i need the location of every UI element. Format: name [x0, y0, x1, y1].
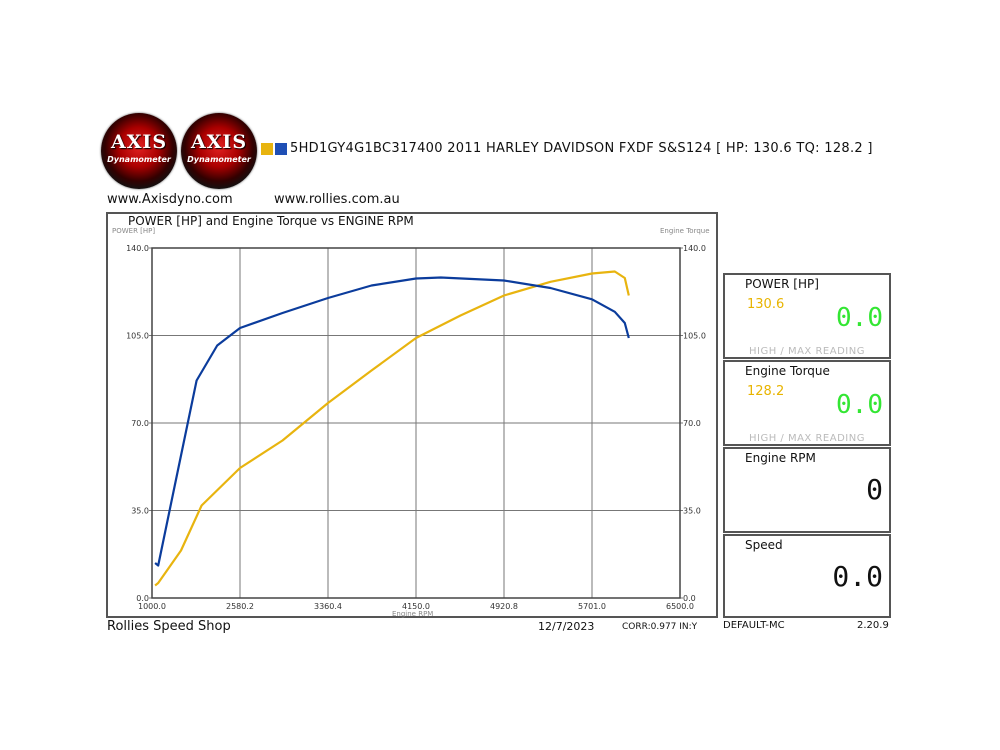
- torque-caption: HIGH / MAX READING: [749, 433, 865, 444]
- x-tick-label: 3360.4: [314, 602, 342, 611]
- correction: CORR:0.977 IN:Y: [622, 622, 698, 632]
- axis-url: www.Axisdyno.com: [107, 192, 233, 207]
- torque-max: 128.2: [747, 384, 785, 399]
- rpm-panel: Engine RPM 0: [723, 447, 891, 533]
- legend-swatch-power: [261, 143, 273, 155]
- version: 2.20.9: [857, 620, 889, 631]
- power-current: 0.0: [836, 303, 883, 333]
- legend-swatch-torque: [275, 143, 287, 155]
- chart-title: POWER [HP] and Engine Torque vs ENGINE R…: [128, 214, 414, 228]
- y-tick-label-right: 35.0: [683, 507, 701, 516]
- speed-panel: Speed 0.0: [723, 534, 891, 618]
- x-axis-label: Engine RPM: [392, 610, 434, 618]
- speed-panel-title: Speed: [745, 538, 783, 552]
- torque-panel: Engine Torque 128.2 0.0 HIGH / MAX READI…: [723, 360, 891, 446]
- power-caption: HIGH / MAX READING: [749, 346, 865, 357]
- y-tick-label-left: 0.0: [136, 594, 149, 603]
- axis-logo-2: AXIS Dynamometer: [181, 113, 257, 189]
- x-tick-label: 4150.0: [402, 602, 430, 611]
- torque-curve: [154, 276, 630, 567]
- power-panel: POWER [HP] 130.6 0.0 HIGH / MAX READING: [723, 273, 891, 359]
- rollies-url: www.rollies.com.au: [274, 192, 400, 207]
- y-tick-label-right: 140.0: [683, 244, 706, 253]
- x-tick-label: 2580.2: [226, 602, 254, 611]
- power-panel-title: POWER [HP]: [745, 277, 819, 291]
- profile: DEFAULT-MC: [723, 620, 785, 631]
- y-tick-label-right: 0.0: [683, 594, 696, 603]
- y-axis-label-left: POWER [HP]: [112, 227, 156, 235]
- run-date: 12/7/2023: [538, 620, 595, 633]
- rpm-value: 0: [866, 473, 883, 506]
- shop-name: Rollies Speed Shop: [107, 619, 231, 634]
- torque-panel-title: Engine Torque: [745, 364, 830, 378]
- y-tick-label-right: 105.0: [683, 332, 706, 341]
- y-tick-label-left: 35.0: [131, 507, 149, 516]
- speed-value: 0.0: [832, 560, 883, 593]
- x-tick-label: 6500.0: [666, 602, 694, 611]
- y-tick-label-left: 140.0: [126, 244, 149, 253]
- x-tick-label: 4920.8: [490, 602, 518, 611]
- chart-frame: [106, 212, 718, 618]
- rpm-panel-title: Engine RPM: [745, 451, 816, 465]
- plot-area: [151, 247, 681, 599]
- y-axis-label-right: Engine Torque: [660, 227, 710, 235]
- x-tick-label: 5701.0: [578, 602, 606, 611]
- y-tick-label-left: 105.0: [126, 332, 149, 341]
- power-max: 130.6: [747, 297, 785, 312]
- y-tick-label-right: 70.0: [683, 419, 701, 428]
- x-tick-label: 1000.0: [138, 602, 166, 611]
- run-title: 5HD1GY4G1BC317400 2011 HARLEY DAVIDSON F…: [290, 141, 873, 156]
- y-tick-label-left: 70.0: [131, 419, 149, 428]
- torque-current: 0.0: [836, 390, 883, 420]
- axis-logo: AXIS Dynamometer: [101, 113, 177, 189]
- power-curve: [154, 270, 630, 587]
